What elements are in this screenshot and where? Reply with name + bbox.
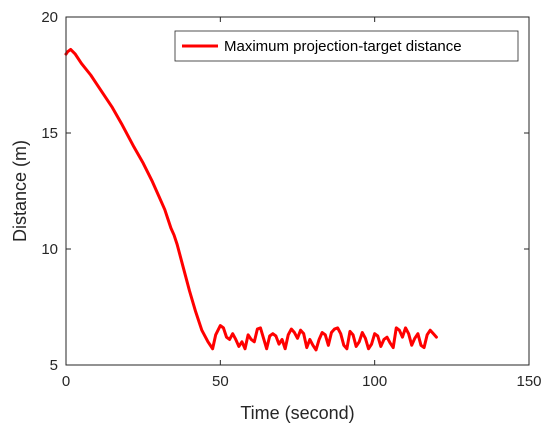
x-tick-label: 50 [212,373,229,390]
series-layer [64,47,438,352]
y-tick-label: 5 [50,357,58,374]
y-tick-label: 10 [41,241,58,258]
legend-box [174,30,519,62]
x-axis-label: Time (second) [240,403,354,423]
plot-area [66,17,529,365]
series-line [64,47,438,352]
x-axis-ticks: 0 50 100 150 [62,17,542,390]
plot-frame [65,16,530,366]
x-tick-label: 150 [516,373,541,390]
legend: Maximum projection-target distance [174,30,519,62]
y-tick-label: 20 [41,9,58,26]
y-axis-label: Distance (m) [10,140,30,242]
legend-entry-label: Maximum projection-target distance [224,38,462,55]
y-tick-label: 15 [41,125,58,142]
x-tick-label: 100 [362,373,387,390]
x-tick-label: 0 [62,373,70,390]
y-axis-ticks: 5 10 15 20 [41,9,529,374]
